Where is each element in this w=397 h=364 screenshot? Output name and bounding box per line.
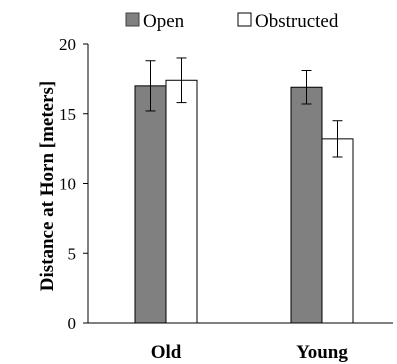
bars <box>134 57 354 324</box>
y-tick-label: 0 <box>68 314 77 333</box>
legend: Open Obstructed <box>125 11 339 32</box>
bar-obstructed-old <box>165 79 198 324</box>
y-tick-label: 15 <box>59 105 76 124</box>
bar-open-young <box>290 86 323 324</box>
category-labels: Old Young <box>151 342 349 363</box>
y-tick-label: 5 <box>68 244 77 263</box>
legend-swatch-obstructed <box>237 12 252 27</box>
y-tick-label: 10 <box>59 175 76 194</box>
bar-open-old <box>134 85 167 324</box>
legend-swatch-open <box>125 12 140 27</box>
legend-label-obstructed: Obstructed <box>255 11 339 32</box>
category-label-old: Old <box>151 342 182 363</box>
y-tick-label: 20 <box>59 35 76 54</box>
category-label-young: Young <box>296 342 348 363</box>
bar-obstructed-young <box>321 138 354 324</box>
y-ticks: 0 5 10 15 20 <box>59 35 88 333</box>
legend-label-open: Open <box>143 11 185 32</box>
y-axis-label: Distance at Horn [meters] <box>37 81 58 292</box>
